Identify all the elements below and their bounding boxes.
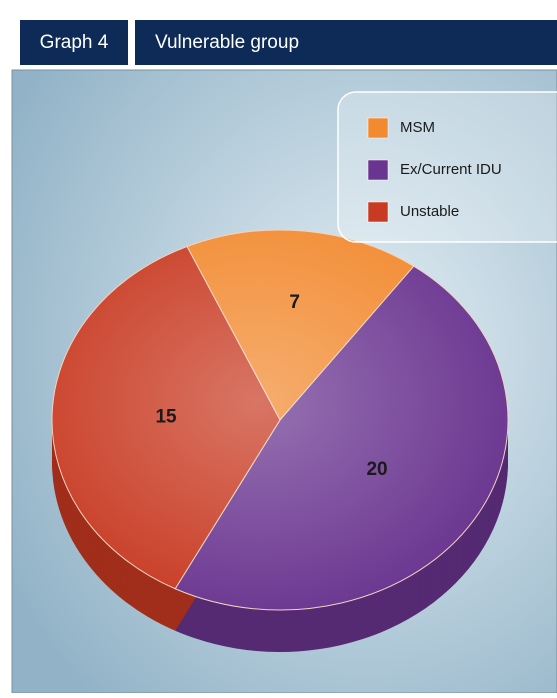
legend-swatch: [367, 201, 389, 223]
pie: 7 20 15: [51, 229, 509, 652]
legend-label: Ex/Current IDU: [400, 161, 502, 178]
title-box: [135, 20, 557, 65]
data-label: 7: [289, 292, 300, 313]
legend-swatch: [367, 117, 389, 139]
highlight: [52, 230, 508, 610]
legend-box: [337, 91, 557, 243]
graph-label: Graph 4: [40, 32, 109, 53]
legend-label: Unstable: [400, 203, 459, 220]
label-box: [20, 20, 128, 65]
legend-label: MSM: [400, 119, 435, 136]
legend-swatch: [367, 159, 389, 181]
data-label: 20: [366, 459, 387, 480]
data-label: 15: [155, 406, 177, 427]
legend: MSM Ex/Current IDU Unstable: [367, 117, 502, 223]
chart-title: Vulnerable group: [155, 32, 299, 53]
